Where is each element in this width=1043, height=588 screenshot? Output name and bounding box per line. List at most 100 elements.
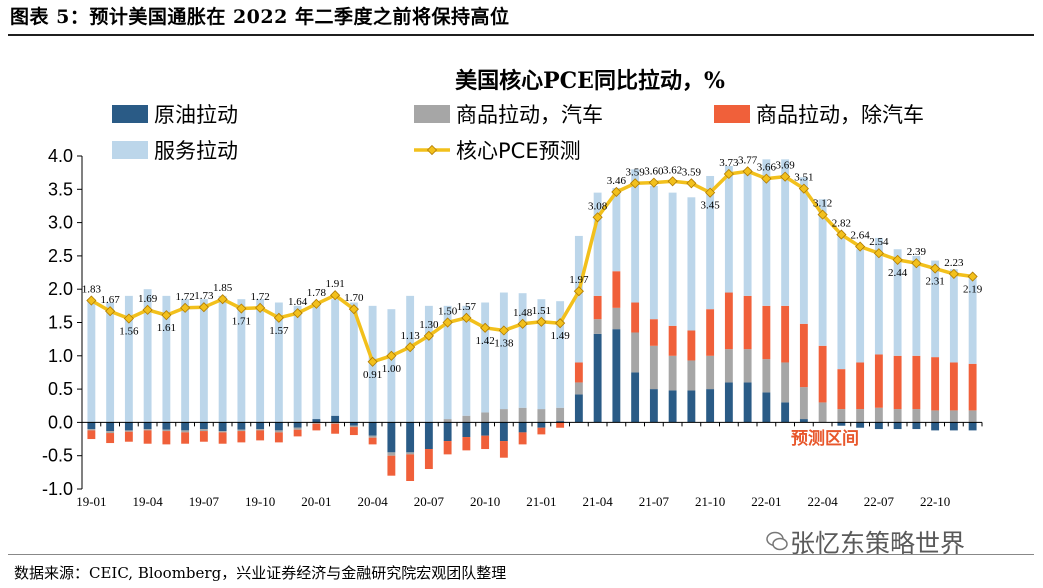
bar-segment (949, 269, 958, 363)
pce-data-label: 3.69 (776, 160, 796, 172)
bar-segment (443, 441, 452, 455)
x-tick-label: 20-04 (357, 494, 388, 509)
y-axis: -1.0 -0.5 0.0 0.5 1.0 1.5 2.0 2.5 3.0 3.5 4.0 (42, 146, 83, 499)
bar-segment (743, 382, 752, 423)
pce-marker (161, 310, 172, 321)
bar-segment (818, 402, 827, 423)
x-tick-label: 21-01 (526, 494, 556, 509)
bar-segment (781, 305, 790, 363)
x-tick-label: 22-07 (864, 494, 895, 509)
bar-segment (518, 422, 527, 433)
pce-marker (536, 316, 547, 327)
bar-segment (687, 360, 696, 391)
bar-segment (256, 429, 265, 431)
legend-label: 商品拉动，汽车 (456, 103, 603, 127)
bar-segment (612, 307, 621, 330)
bar-segment (124, 430, 133, 432)
x-tick-label: 19-01 (76, 494, 106, 509)
pce-marker (517, 318, 528, 329)
pce-marker (123, 313, 134, 324)
bar-segment (874, 407, 883, 423)
pce-marker (480, 322, 491, 333)
bar-segment (837, 422, 846, 426)
bar-segment (968, 410, 977, 423)
y-tick-label: 3.0 (48, 213, 73, 233)
pce-data-label: 3.62 (663, 164, 682, 176)
pce-data-label: 1.67 (101, 294, 121, 306)
bar-segment (968, 422, 977, 431)
y-tick-label: 4.0 (48, 146, 73, 166)
y-tick-label: -0.5 (42, 446, 73, 466)
pce-marker (198, 302, 209, 313)
pce-marker (798, 183, 809, 194)
bar-segment (312, 423, 321, 431)
bar-segment (387, 422, 396, 453)
bar-segment (949, 410, 958, 423)
bar-segment (106, 431, 115, 434)
bar-segment (387, 455, 396, 476)
bar-segment (237, 431, 246, 443)
pce-data-label: 2.31 (926, 276, 945, 288)
bar-segment (274, 302, 283, 423)
pce-marker (348, 304, 359, 315)
bar-segment (706, 389, 715, 423)
bar-segment (537, 409, 546, 423)
pce-data-label: 2.64 (851, 230, 871, 242)
bar-segment (556, 301, 565, 408)
bar-segment (537, 427, 546, 435)
pce-data-label: 3.46 (607, 175, 627, 187)
bar-segment (762, 359, 771, 393)
bar-segment (293, 429, 302, 437)
y-tick-label: 0.5 (48, 379, 73, 399)
bar-segment (856, 409, 865, 423)
bar-segment (687, 330, 696, 361)
bar-segment (518, 432, 527, 445)
pce-marker (592, 212, 603, 223)
pce-data-label: 1.49 (551, 330, 571, 342)
bar-segment (312, 302, 321, 420)
bar-segment (762, 159, 771, 306)
pce-data-label: 1.51 (532, 305, 551, 317)
bar-segment (143, 429, 152, 431)
bar-segment (162, 429, 171, 432)
pce-marker (873, 248, 884, 259)
pce-data-label: 1.57 (269, 325, 289, 337)
bar-segment (312, 422, 321, 424)
pce-data-label: 1.00 (382, 363, 402, 375)
bar-segment (724, 349, 733, 383)
bar-segment (837, 369, 846, 410)
bar-segment (481, 435, 490, 450)
pce-marker (967, 271, 978, 282)
bar-segment (668, 192, 677, 326)
bar-segment (199, 299, 208, 423)
pce-marker (836, 229, 847, 240)
pce-data-label: 1.64 (288, 296, 308, 308)
bar-segment (593, 333, 602, 423)
pce-marker (630, 178, 641, 189)
bar-segment (556, 422, 565, 428)
pce-marker (817, 209, 828, 220)
pce-marker (105, 306, 116, 317)
bar-segment (499, 441, 508, 458)
source-note: 数据来源：CEIC, Bloomberg，兴业证券经济与金融研究院宏观团队整理 (14, 564, 507, 582)
pce-data-label: 2.23 (944, 257, 964, 269)
legend-label: 服务拉动 (154, 139, 238, 163)
bar-segment (237, 299, 246, 423)
x-tick-label: 20-07 (414, 494, 445, 509)
bar-segment (537, 299, 546, 410)
pce-marker (255, 302, 266, 313)
bar-segment (349, 302, 358, 423)
bar-segment (499, 422, 508, 442)
pce-marker (555, 318, 566, 329)
bar-segment (181, 422, 190, 431)
bar-segment (818, 345, 827, 403)
bar-segment (912, 255, 921, 356)
bar-segment (687, 390, 696, 423)
y-tick-label: 1.5 (48, 313, 73, 333)
bar-segment (518, 293, 527, 408)
bar-segment (743, 349, 752, 383)
bottom-divider (8, 554, 1034, 555)
bar-segment (218, 295, 227, 423)
pce-marker (648, 177, 659, 188)
bar-segment (331, 299, 340, 416)
